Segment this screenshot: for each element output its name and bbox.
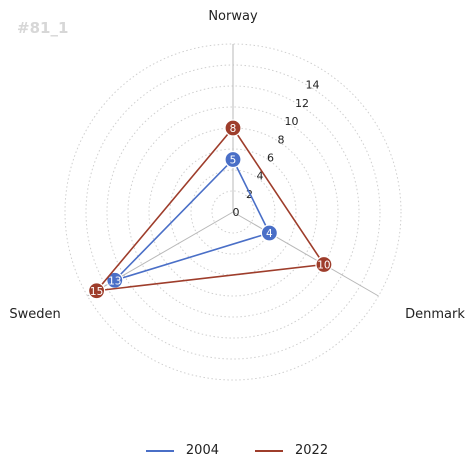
point-2022-sweden[interactable] <box>88 282 106 300</box>
grid-circle-5 <box>127 106 339 318</box>
grid-circle-1 <box>211 190 255 234</box>
data-label-2022-norway: 8 <box>230 123 237 135</box>
legend-item-2004[interactable]: 2004 <box>145 443 219 458</box>
legend-swatch-2022 <box>255 449 283 452</box>
radial-tick-0: 0 <box>233 206 240 219</box>
legend-label-2022: 2022 <box>295 443 329 458</box>
radial-tick-10: 10 <box>285 115 299 128</box>
data-label-2004-denmark: 4 <box>266 228 273 240</box>
radial-tick-8: 8 <box>278 133 285 146</box>
spoke-denmark <box>232 211 379 297</box>
legend-item-2022[interactable]: 2022 <box>255 443 328 458</box>
axis-label-denmark: Denmark <box>405 307 465 322</box>
grid-circle-8 <box>64 43 402 381</box>
legend: 2004 2022 <box>0 443 474 458</box>
grid-circle-4 <box>148 127 318 297</box>
axis-label-sweden: Sweden <box>9 307 60 322</box>
point-2004-denmark[interactable] <box>260 224 278 242</box>
watermark: #81_1 <box>17 19 69 37</box>
grid-circle-2 <box>190 169 276 255</box>
point-2022-denmark[interactable] <box>315 255 333 274</box>
legend-swatch-2004 <box>145 449 174 452</box>
radial-tick-12: 12 <box>295 97 309 110</box>
data-label-2022-sweden: 15 <box>90 286 103 298</box>
legend-label-2004: 2004 <box>185 443 219 458</box>
series-line-2004 <box>114 158 271 282</box>
radial-tick-6: 6 <box>267 151 274 164</box>
series-line-2022 <box>94 126 326 292</box>
point-2004-norway[interactable] <box>224 150 242 169</box>
radial-tick-4: 4 <box>257 170 264 183</box>
data-label-2004-sweden: 13 <box>108 275 121 287</box>
axis-label-norway: Norway <box>208 9 258 24</box>
data-label-2022-denmark: 10 <box>317 260 330 272</box>
point-2022-norway[interactable] <box>224 119 242 137</box>
radial-tick-14: 14 <box>306 79 320 92</box>
data-label-2004-norway: 5 <box>230 155 237 167</box>
grid-circle-6 <box>106 85 360 339</box>
